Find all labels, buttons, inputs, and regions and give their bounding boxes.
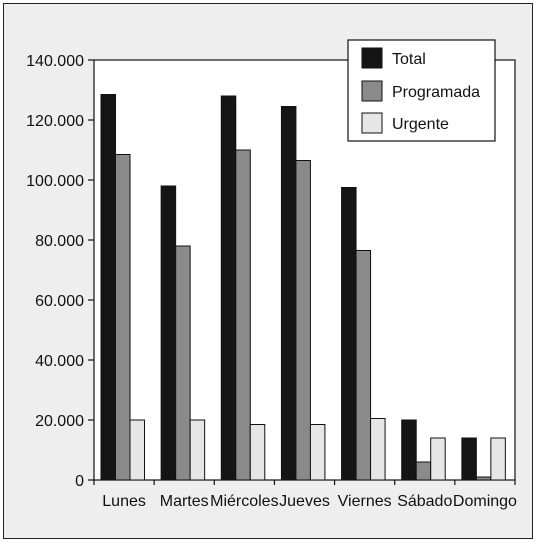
bar-total-6 (461, 437, 477, 481)
legend-swatch-total (361, 47, 383, 69)
y-tick-label: 0 (75, 473, 84, 490)
x-category-label: Martes (160, 493, 209, 510)
legend-label-programada: Programada (392, 84, 480, 101)
bar-urgente-4 (370, 418, 386, 481)
y-tick-label: 120.000 (26, 113, 84, 130)
bar-programada-5 (415, 461, 432, 481)
bar-urgente-0 (129, 419, 145, 481)
y-tick-label: 60.000 (35, 293, 84, 310)
legend-label-total: Total (392, 51, 426, 68)
bar-urgente-3 (309, 424, 326, 481)
x-category-label: Lunes (102, 493, 146, 510)
bar-total-3 (280, 106, 297, 481)
x-category-label: Domingo (453, 493, 517, 510)
bar-programada-4 (355, 250, 372, 481)
legend-label-urgente: Urgente (392, 116, 449, 133)
bar-programada-2 (235, 149, 251, 481)
legend-swatch-programada (361, 80, 383, 102)
x-axis: Lunes Martes Miércoles Jueves Viernes Sábado D… (93, 480, 517, 510)
bar-total-0 (100, 94, 116, 481)
y-tick-label: 40.000 (35, 353, 84, 370)
bar-urgente-2 (249, 424, 266, 481)
bar-programada-3 (295, 160, 311, 481)
bar-programada-6 (475, 476, 492, 481)
bar-programada-0 (115, 154, 131, 481)
y-tick-label: 140.000 (26, 53, 84, 70)
y-axis: 0 20.000 40.000 60.000 80.000 100.000 120.000 1… (26, 53, 94, 490)
bar-total-2 (220, 95, 237, 481)
legend-swatch-urgente (361, 112, 383, 134)
bar-total-5 (401, 419, 417, 481)
x-category-label: Miércoles (210, 493, 278, 510)
y-tick-label: 100.000 (26, 173, 84, 190)
x-category-label: Sábado (397, 493, 452, 510)
y-tick-label: 80.000 (35, 233, 84, 250)
bar-urgente-1 (189, 419, 206, 481)
bar-total-1 (160, 185, 177, 481)
bar-total-4 (341, 187, 357, 481)
legend: Total Programada Urgente (347, 39, 496, 142)
x-category-label: Viernes (338, 493, 392, 510)
bar-urgente-6 (490, 437, 506, 481)
bars (100, 94, 506, 481)
bar-urgente-5 (430, 437, 446, 481)
x-category-label: Jueves (279, 493, 330, 510)
y-tick-label: 20.000 (35, 413, 84, 430)
bar-programada-1 (175, 245, 191, 481)
